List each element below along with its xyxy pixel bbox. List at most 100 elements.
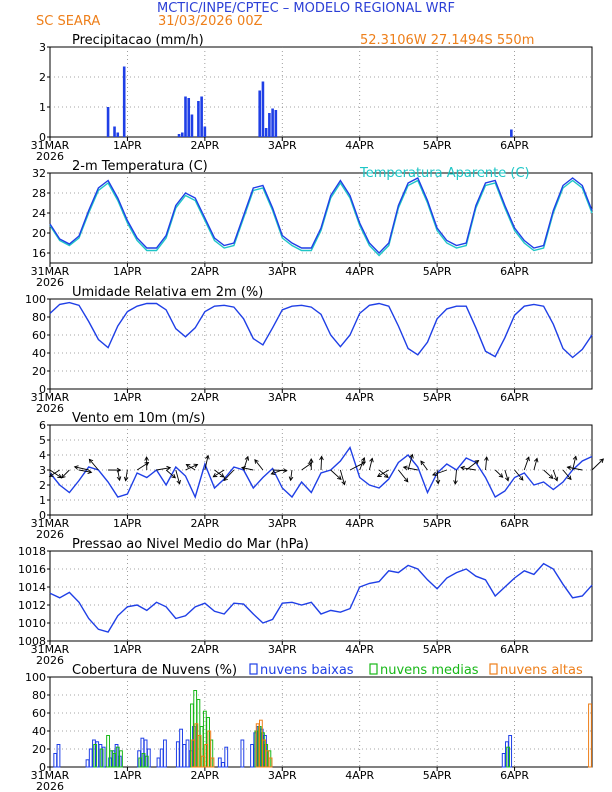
- wind-vector-head: [432, 471, 437, 477]
- cloud-bar-low: [185, 739, 190, 768]
- precip-bar: [510, 129, 513, 137]
- x-tick-label: 5APR: [423, 139, 452, 152]
- wind-vector: [359, 457, 365, 471]
- x-tick-label: 2APR: [190, 769, 219, 782]
- y-tick-label: 28: [32, 187, 46, 200]
- wind-vector-head: [504, 476, 510, 482]
- cloud-bar-low: [224, 746, 229, 768]
- wind-vector-head: [369, 457, 374, 463]
- panel-frame: [49, 298, 593, 390]
- wind-vector: [156, 467, 171, 471]
- wind-vector-head: [361, 456, 366, 462]
- wind-vector-head: [403, 477, 409, 483]
- series-line: [49, 445, 593, 499]
- wind-vector: [514, 469, 524, 481]
- precip-bar: [271, 108, 274, 137]
- wind-vector-head: [435, 479, 441, 485]
- wind-vector: [89, 459, 99, 471]
- cloud-bar-mid: [106, 735, 110, 768]
- cloud-bar-low: [182, 744, 187, 768]
- x-tick-year: 2026: [36, 528, 64, 541]
- wind-vector: [213, 469, 225, 478]
- wind-vector-head: [420, 460, 425, 466]
- wind-vector-head: [193, 463, 199, 468]
- y-tick-label: 3: [39, 41, 46, 54]
- wind-vector: [572, 456, 577, 471]
- x-tick-label: 4APR: [345, 517, 374, 530]
- cloud-bar-low: [163, 739, 167, 768]
- legend-label: nuvens altas: [500, 663, 583, 678]
- x-tick-label: 3APR: [268, 769, 297, 782]
- wind-vector: [552, 469, 558, 481]
- x-tick-label: 5APR: [423, 517, 452, 530]
- wind-vector: [78, 469, 92, 473]
- y-tick-label: 20: [32, 227, 46, 240]
- wind-vector-head: [176, 479, 181, 485]
- wind-vector: [494, 469, 503, 478]
- wind-vector-head: [337, 475, 342, 481]
- y-tick-label: 3: [39, 464, 46, 477]
- wind-vector: [378, 469, 389, 478]
- y-tick-label: 1008: [18, 635, 46, 648]
- wind-vector: [436, 469, 439, 484]
- wind-vector: [74, 466, 89, 471]
- x-tick-year: 2026: [36, 402, 64, 415]
- wind-vector: [407, 454, 413, 471]
- wind-vector-head: [60, 473, 66, 479]
- series-line: [49, 177, 593, 255]
- x-tick-label: 5APR: [423, 391, 452, 404]
- legend-swatch: [489, 663, 498, 675]
- wind-vector: [204, 455, 209, 471]
- wind-vector: [533, 458, 538, 471]
- x-tick-label: 3APR: [268, 265, 297, 278]
- x-tick-label: 6APR: [500, 139, 529, 152]
- legend-swatch: [249, 663, 258, 675]
- wind-vector: [49, 469, 62, 479]
- wind-vector: [403, 466, 418, 471]
- panel-title: Precipitacao (mm/h): [72, 33, 204, 48]
- x-tick-label: 31MAR: [31, 769, 70, 782]
- location-label: SC SEARA: [36, 14, 100, 29]
- wind-vector: [523, 457, 530, 471]
- y-tick-label: 32: [32, 167, 46, 180]
- y-tick-label: 1014: [18, 581, 46, 594]
- x-tick-label: 6APR: [500, 265, 529, 278]
- wind-vector: [460, 467, 476, 471]
- precip-bar: [106, 107, 110, 137]
- x-tick-label: 2APR: [190, 391, 219, 404]
- x-tick-label: 31MAR: [31, 391, 70, 404]
- precip-bar: [122, 66, 126, 137]
- y-tick-label: 20: [32, 743, 46, 756]
- cloud-bar-low: [250, 744, 254, 768]
- wind-vector-head: [307, 462, 313, 467]
- wind-vector: [377, 469, 389, 477]
- x-tick-label: 31MAR: [31, 139, 70, 152]
- chart-title: MCTIC/INPE/CPTEC – MODELO REGIONAL WRF: [157, 1, 455, 16]
- precip-bar: [264, 128, 268, 137]
- cloud-bar-high: [268, 757, 273, 768]
- wind-vector: [339, 469, 345, 485]
- x-tick-year: 2026: [36, 654, 64, 667]
- x-tick-label: 6APR: [500, 391, 529, 404]
- cloud-bar-low: [508, 735, 513, 768]
- cloud-bar-high: [588, 703, 592, 768]
- wind-vector-head: [384, 473, 389, 478]
- x-tick-label: 6APR: [500, 517, 529, 530]
- wind-vector: [320, 456, 323, 471]
- cloud-bar-mid: [93, 744, 98, 768]
- x-tick-label: 1APR: [113, 139, 142, 152]
- wind-vector: [330, 469, 342, 480]
- wind-vector-head: [219, 473, 225, 478]
- panel-title: Umidade Relativa em 2m (%): [72, 285, 263, 300]
- wind-vector-head: [474, 459, 480, 465]
- cloud-bar-low: [159, 748, 164, 768]
- wind-vector-head: [308, 458, 314, 463]
- y-tick-label: 40: [32, 347, 46, 360]
- wind-vector-head: [518, 475, 524, 481]
- x-tick-year: 2026: [36, 276, 64, 289]
- wind-vector: [61, 469, 70, 479]
- wind-vector: [562, 469, 572, 480]
- x-tick-label: 4APR: [345, 769, 374, 782]
- wind-vector-head: [572, 455, 578, 461]
